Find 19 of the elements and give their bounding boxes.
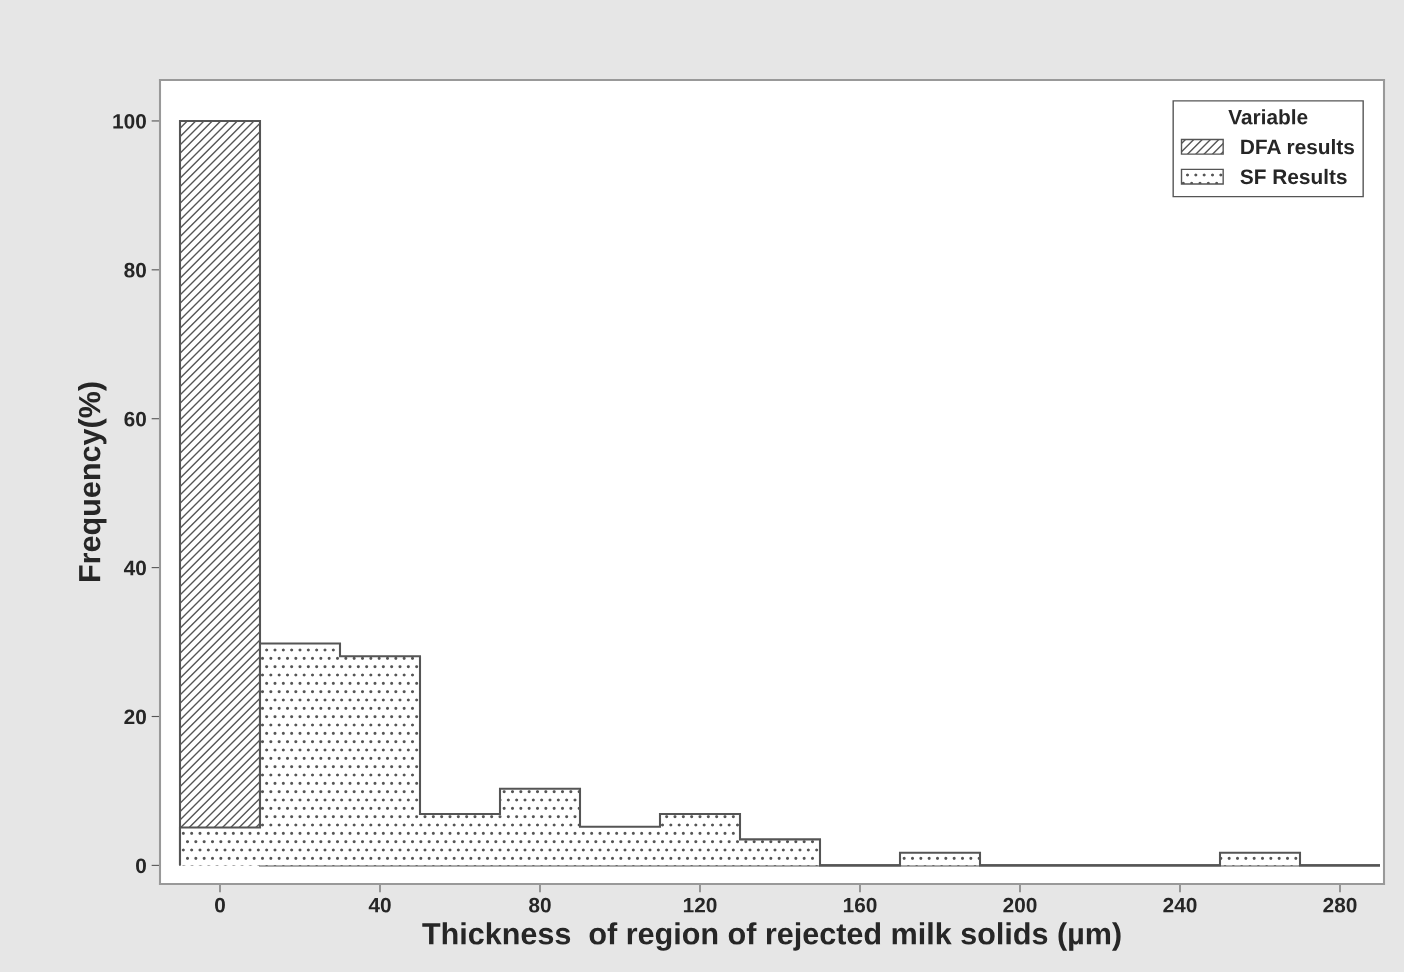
x-tick-label: 200 — [1003, 897, 1037, 913]
y-tick-label: 60 — [124, 411, 146, 427]
x-tick-label: 0 — [215, 897, 225, 913]
y-axis-title: Frequency(%) — [78, 382, 107, 581]
y-tick-label: 100 — [113, 113, 146, 129]
x-tick-label: 40 — [368, 897, 391, 913]
y-tick-label: 0 — [136, 858, 146, 874]
x-tick-label: 80 — [529, 897, 551, 913]
legend-title: Variable — [1228, 109, 1308, 125]
y-tick-label: 40 — [123, 560, 146, 576]
x-axis-title: Thickness of region of rejected milk solids (µm) — [422, 922, 1121, 951]
x-tick-label: 240 — [1163, 897, 1197, 913]
legend-label: SF Results — [1240, 168, 1347, 185]
legend-label: DFA results — [1241, 139, 1354, 155]
y-tick-label: 80 — [124, 262, 146, 278]
x-tick-label: 160 — [843, 897, 877, 913]
x-tick-label: 120 — [683, 897, 717, 913]
y-tick-label: 20 — [124, 709, 146, 725]
x-tick-label: 280 — [1323, 897, 1357, 913]
